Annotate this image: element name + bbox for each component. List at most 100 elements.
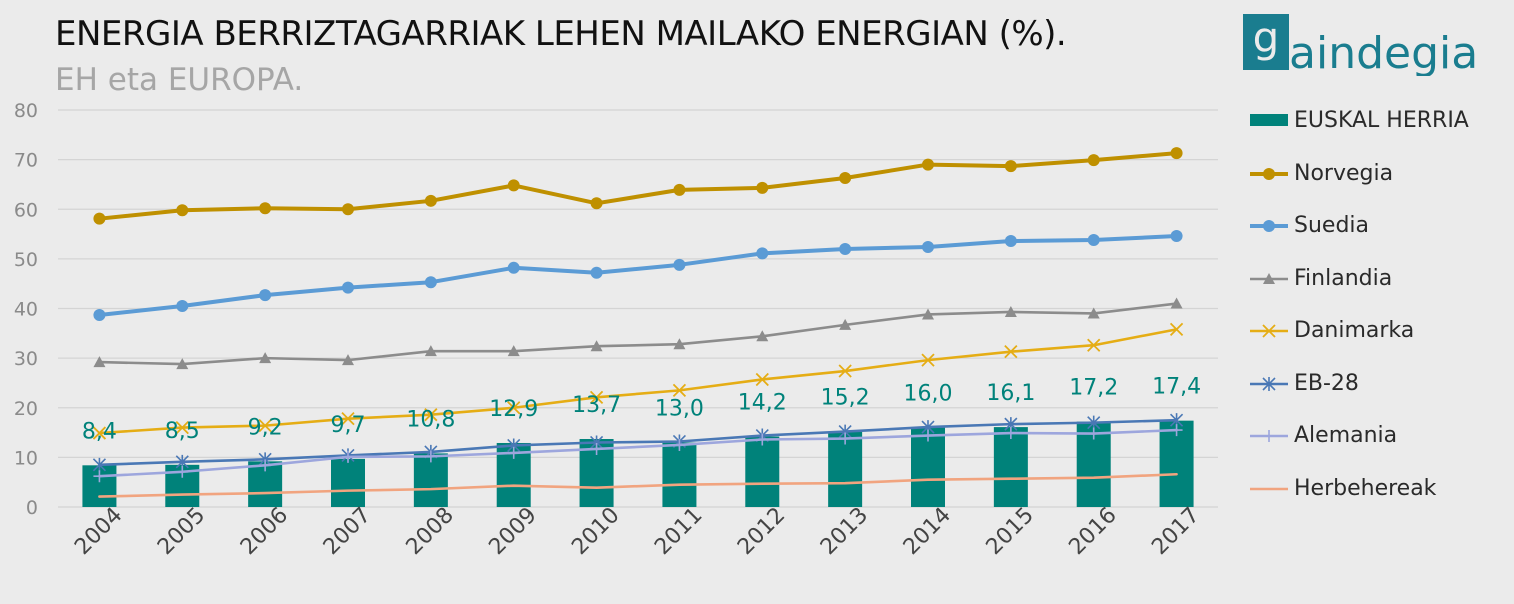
bar-data-labels: 8,4 8,5 9,2 9,7 10,8 12,9 13,7 13,0 14,2 15,2 16,0… <box>82 375 1201 445</box>
bars-euskal-herria <box>82 420 1194 507</box>
bar-data-label: 16,0 <box>904 382 953 407</box>
y-tick-label: 0 <box>26 497 38 519</box>
data-point <box>922 308 934 320</box>
series-lines <box>92 147 1184 498</box>
legend-label: Suedia <box>1294 213 1370 238</box>
legend-label: Norvegia <box>1294 160 1394 186</box>
data-point <box>507 401 521 415</box>
bar-data-label: 9,2 <box>248 415 283 440</box>
data-point <box>673 338 686 350</box>
data-point <box>93 470 106 483</box>
legend-bar-swatch <box>1250 114 1288 126</box>
legend-swatch <box>1250 376 1288 391</box>
data-point <box>755 372 769 387</box>
data-point <box>176 204 189 217</box>
bar-euskal-herria <box>745 436 780 507</box>
data-point <box>1087 415 1101 430</box>
data-point <box>673 183 686 196</box>
data-point <box>93 356 106 368</box>
x-tick-label: 2006 <box>236 503 293 560</box>
y-tick-label: 40 <box>14 299 38 321</box>
data-point <box>1170 230 1183 243</box>
data-point <box>424 276 437 289</box>
y-tick-label: 60 <box>14 199 38 221</box>
data-point <box>424 408 438 422</box>
data-point <box>92 457 106 472</box>
svg-text:g: g <box>1253 13 1280 62</box>
data-point <box>1087 307 1100 319</box>
bar-data-label: 10,8 <box>406 407 455 432</box>
data-point <box>1262 324 1276 338</box>
data-point <box>1004 345 1018 359</box>
x-tick-label: 2014 <box>899 503 956 560</box>
legend-swatch <box>1250 430 1288 442</box>
data-point <box>1087 338 1101 352</box>
data-point <box>756 181 769 194</box>
x-tick-label: 2005 <box>153 503 210 560</box>
data-point <box>507 446 520 459</box>
x-tick-label: 2015 <box>982 503 1039 560</box>
legend-swatch <box>1250 272 1288 284</box>
legend-swatch <box>1250 114 1288 126</box>
bar-data-label: 8,5 <box>165 419 200 444</box>
data-point <box>92 426 107 440</box>
x-tick-label: 2009 <box>484 503 541 560</box>
data-point <box>1263 167 1275 180</box>
data-point <box>839 318 852 330</box>
data-point <box>1004 160 1017 173</box>
data-point <box>93 308 106 321</box>
x-tick-label: 2016 <box>1064 503 1121 560</box>
data-point <box>1263 220 1275 232</box>
legend-label: EB-28 <box>1294 370 1359 396</box>
gaindegia-logo: g aindegia <box>1243 12 1493 79</box>
legend-swatch <box>1250 324 1288 338</box>
bar-data-label: 17,2 <box>1069 376 1118 401</box>
series-line-suedia <box>97 234 1179 317</box>
data-point <box>424 450 437 463</box>
data-point <box>176 358 189 370</box>
data-point <box>672 383 687 398</box>
data-point <box>838 364 852 378</box>
data-point <box>839 171 852 184</box>
legend-label: EUSKAL HERRIA <box>1294 108 1469 133</box>
x-tick-label: 2011 <box>650 503 707 560</box>
legend-swatch <box>1250 220 1288 232</box>
data-point <box>93 212 106 225</box>
data-point <box>342 281 354 294</box>
y-tick-label: 20 <box>14 398 38 420</box>
legend-swatch <box>1250 167 1288 180</box>
bar-data-label: 8,4 <box>82 419 117 444</box>
data-point <box>1262 376 1276 391</box>
data-point <box>673 438 686 451</box>
data-point <box>424 345 437 357</box>
data-point <box>1004 235 1017 248</box>
series-line-finlandia <box>98 302 1178 366</box>
x-tick-label: 2013 <box>816 503 873 560</box>
data-point <box>342 203 354 216</box>
data-point <box>258 418 272 433</box>
x-tick-label: 2008 <box>402 503 459 560</box>
bar-data-label: 16,1 <box>986 381 1035 406</box>
data-point <box>507 261 520 274</box>
data-point <box>1170 147 1183 160</box>
data-point <box>259 459 272 472</box>
bar-data-label: 15,2 <box>821 386 870 411</box>
legend-label: Danimarka <box>1294 318 1415 343</box>
logo-graphic: g aindegia <box>1243 13 1478 79</box>
series-line-norvegia <box>97 151 1179 221</box>
data-point <box>507 179 520 192</box>
data-point <box>341 412 355 426</box>
data-point <box>1170 424 1183 437</box>
data-point <box>1170 297 1183 309</box>
bar-euskal-herria <box>662 442 697 507</box>
data-point <box>1263 272 1275 284</box>
data-point <box>176 465 189 478</box>
data-point <box>1263 430 1275 442</box>
x-tick-label: 2007 <box>319 503 376 560</box>
data-point <box>259 352 272 364</box>
data-point <box>921 353 935 367</box>
x-tick-label: 2010 <box>567 503 624 560</box>
data-point <box>756 330 769 342</box>
data-point <box>922 429 934 442</box>
